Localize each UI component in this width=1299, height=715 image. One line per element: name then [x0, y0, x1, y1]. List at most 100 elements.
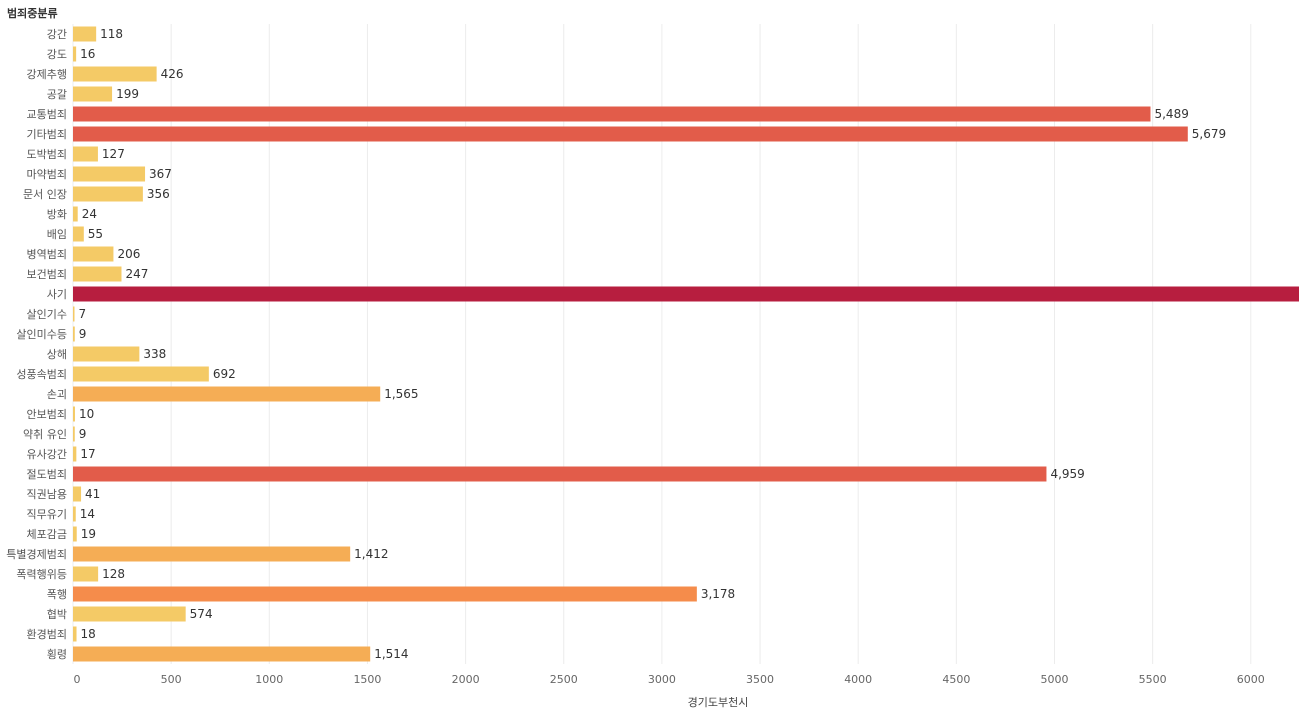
value-label: 5,489 — [1154, 107, 1188, 121]
bar-19 — [73, 406, 75, 422]
x-tick-label: 3000 — [648, 673, 676, 686]
bar-30 — [73, 626, 77, 642]
x-tick-label: 2500 — [550, 673, 578, 686]
bar-26 — [73, 546, 351, 562]
category-label: 환경범죄 — [27, 628, 67, 641]
x-tick-label: 3500 — [746, 673, 774, 686]
category-label: 절도범죄 — [27, 468, 67, 481]
value-label: 17 — [80, 447, 95, 461]
value-label: 1,514 — [374, 647, 408, 661]
category-label: 폭력행위등 — [16, 568, 67, 581]
category-label: 특별경제범죄 — [6, 548, 67, 561]
category-label: 살인기수 — [27, 308, 67, 321]
value-label: 426 — [161, 67, 184, 81]
category-label: 직무유기 — [27, 508, 67, 521]
bar-29 — [73, 606, 186, 622]
x-tick-label: 4500 — [942, 673, 970, 686]
value-label: 9 — [79, 427, 87, 441]
x-tick-label: 0 — [74, 673, 81, 686]
value-label: 4,959 — [1050, 467, 1084, 481]
bar-9 — [73, 206, 78, 222]
category-label: 방화 — [47, 208, 67, 221]
category-label: 약취 유인 — [23, 427, 67, 441]
bar-11 — [73, 246, 114, 262]
bar-23 — [73, 486, 82, 502]
value-label: 1,412 — [354, 547, 388, 561]
value-label: 206 — [117, 247, 140, 261]
value-label: 19 — [81, 527, 96, 541]
value-label: 5,679 — [1192, 127, 1226, 141]
bar-8 — [73, 186, 143, 202]
bar-27 — [73, 566, 99, 582]
category-label: 강도 — [47, 48, 67, 61]
bar-5 — [73, 126, 1188, 142]
bar-2 — [73, 66, 157, 82]
value-label: 118 — [100, 27, 123, 41]
value-label: 18 — [81, 627, 96, 641]
category-label: 안보범죄 — [27, 408, 67, 421]
value-label: 14 — [80, 507, 95, 521]
value-label: 127 — [102, 147, 125, 161]
bar-14 — [73, 306, 75, 322]
value-label: 10 — [79, 407, 94, 421]
value-label: 24 — [82, 207, 97, 221]
x-tick-label: 6000 — [1237, 673, 1265, 686]
x-tick-label: 4000 — [844, 673, 872, 686]
bar-16 — [73, 346, 140, 362]
category-label: 직권남용 — [27, 488, 67, 501]
value-label: 7 — [79, 307, 87, 321]
bar-6 — [73, 146, 98, 162]
category-label: 강제추행 — [27, 68, 67, 81]
category-label: 공갈 — [47, 87, 67, 101]
bar-17 — [73, 366, 209, 382]
value-label: 692 — [213, 367, 236, 381]
value-label: 338 — [143, 347, 166, 361]
category-label: 문서 인장 — [23, 188, 67, 201]
value-label: 16 — [80, 47, 95, 61]
category-label: 사기 — [47, 288, 67, 301]
value-label: 199 — [116, 87, 139, 101]
value-label: 367 — [149, 167, 172, 181]
value-label: 128 — [102, 567, 125, 581]
x-tick-label: 2000 — [452, 673, 480, 686]
bar-10 — [73, 226, 84, 242]
bar-3 — [73, 86, 113, 102]
value-label: 1,565 — [384, 387, 418, 401]
bar-7 — [73, 166, 146, 182]
bars — [73, 26, 1299, 662]
category-label: 살인미수등 — [16, 328, 67, 341]
bar-21 — [73, 446, 77, 462]
category-label: 상해 — [47, 347, 67, 361]
x-tick-label: 1000 — [255, 673, 283, 686]
category-label: 폭행 — [47, 588, 67, 601]
row-header-label: 범죄중분류 — [7, 6, 58, 20]
bar-0 — [73, 26, 97, 42]
bar-24 — [73, 506, 76, 522]
value-label: 9 — [79, 327, 87, 341]
labels: 0 500 1000 1500 2000 2500 3000 3500 4000 4500 5000… — [6, 27, 1265, 686]
x-tick-label: 1500 — [353, 673, 381, 686]
category-label: 협박 — [47, 608, 67, 621]
x-tick-label: 5000 — [1041, 673, 1069, 686]
x-tick-label: 500 — [161, 673, 182, 686]
bar-20 — [73, 426, 75, 442]
bar-12 — [73, 266, 122, 282]
category-label: 성풍속범죄 — [16, 368, 67, 381]
bar-25 — [73, 526, 77, 542]
value-label: 247 — [125, 267, 148, 281]
bar-1 — [73, 46, 77, 62]
bar-4 — [73, 106, 1151, 122]
value-label: 574 — [190, 607, 213, 621]
value-label: 3,178 — [701, 587, 735, 601]
category-label: 도박범죄 — [27, 148, 67, 161]
category-label: 보건범죄 — [27, 268, 67, 281]
value-label: 356 — [147, 187, 170, 201]
bar-15 — [73, 326, 75, 342]
bar-28 — [73, 586, 697, 602]
category-label: 기타범죄 — [27, 128, 67, 141]
category-label: 배임 — [47, 228, 67, 241]
category-label: 손괴 — [47, 388, 67, 401]
category-label: 강간 — [47, 28, 67, 41]
bar-18 — [73, 386, 381, 402]
